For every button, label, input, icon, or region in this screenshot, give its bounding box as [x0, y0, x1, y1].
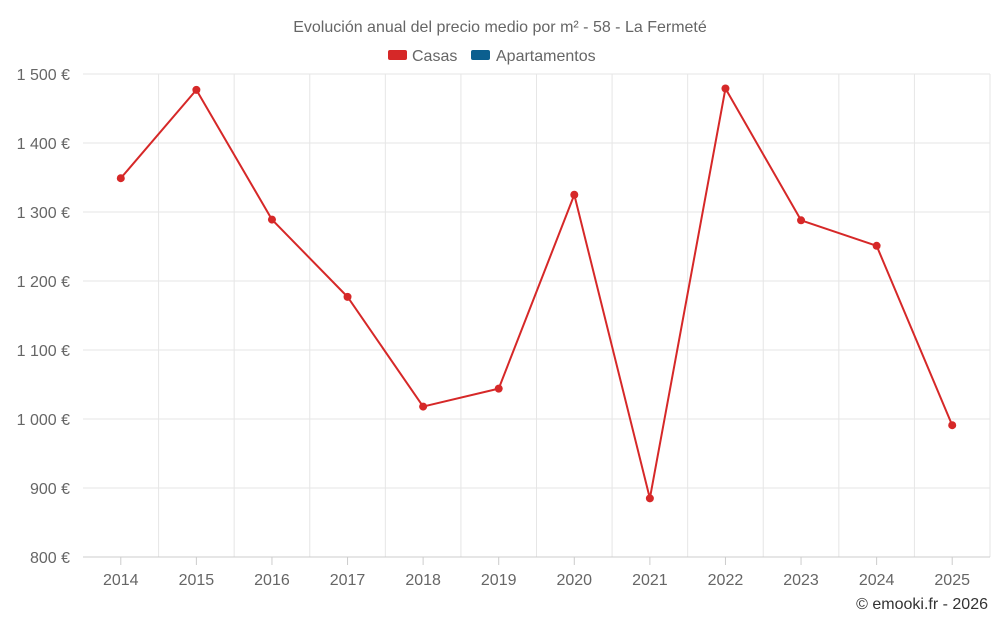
y-tick-label: 1 200 € [17, 274, 70, 291]
chart-title: Evolución anual del precio medio por m² … [293, 19, 707, 36]
data-point[interactable] [645, 494, 654, 503]
y-tick-label: 1 400 € [17, 136, 70, 153]
x-tick-label: 2014 [103, 572, 139, 589]
data-point[interactable] [570, 190, 579, 199]
x-tick-label: 2017 [330, 572, 366, 589]
data-point[interactable] [267, 215, 276, 224]
y-tick-label: 1 000 € [17, 412, 70, 429]
series-line-casas [120, 87, 954, 500]
series-casas [116, 84, 957, 503]
legend-label-apartamentos: Apartamentos [496, 48, 596, 65]
x-tick-label: 2020 [556, 572, 592, 589]
y-tick-label: 1 300 € [17, 205, 70, 222]
legend-swatch-casas [388, 50, 407, 60]
legend-item-casas[interactable]: Casas [388, 48, 457, 65]
x-tick-label: 2015 [179, 572, 215, 589]
data-point[interactable] [343, 292, 352, 301]
x-tick-label: 2021 [632, 572, 668, 589]
data-point[interactable] [872, 241, 881, 250]
y-tick-label: 1 100 € [17, 343, 70, 360]
data-point[interactable] [948, 421, 957, 430]
y-tick-label: 1 500 € [17, 67, 70, 84]
x-axis-ticks: 2014 2015 2016 2017 2018 2019 2020 2021 2022 2023… [103, 557, 970, 589]
legend-item-apartamentos[interactable]: Apartamentos [471, 48, 596, 65]
y-tick-label: 900 € [30, 481, 70, 498]
x-tick-label: 2016 [254, 572, 290, 589]
data-point[interactable] [494, 384, 503, 393]
x-tick-label: 2023 [783, 572, 819, 589]
credit-text: © emooki.fr - 2026 [856, 596, 988, 613]
x-tick-label: 2025 [934, 572, 970, 589]
y-axis-ticks: 800 € 900 € 1 000 € 1 100 € 1 200 € 1 300 € 1 … [17, 67, 70, 567]
data-point[interactable] [116, 174, 125, 183]
y-tick-label: 800 € [30, 550, 70, 567]
x-tick-label: 2019 [481, 572, 517, 589]
x-tick-label: 2018 [405, 572, 441, 589]
data-point[interactable] [797, 216, 806, 225]
legend-label-casas: Casas [412, 48, 457, 65]
data-point[interactable] [721, 84, 730, 93]
data-point[interactable] [192, 85, 201, 94]
data-point[interactable] [419, 402, 428, 411]
x-tick-label: 2022 [708, 572, 744, 589]
legend: Casas Apartamentos [388, 48, 596, 65]
x-tick-label: 2024 [859, 572, 895, 589]
legend-swatch-apartamentos [471, 50, 490, 60]
grid [83, 73, 991, 557]
